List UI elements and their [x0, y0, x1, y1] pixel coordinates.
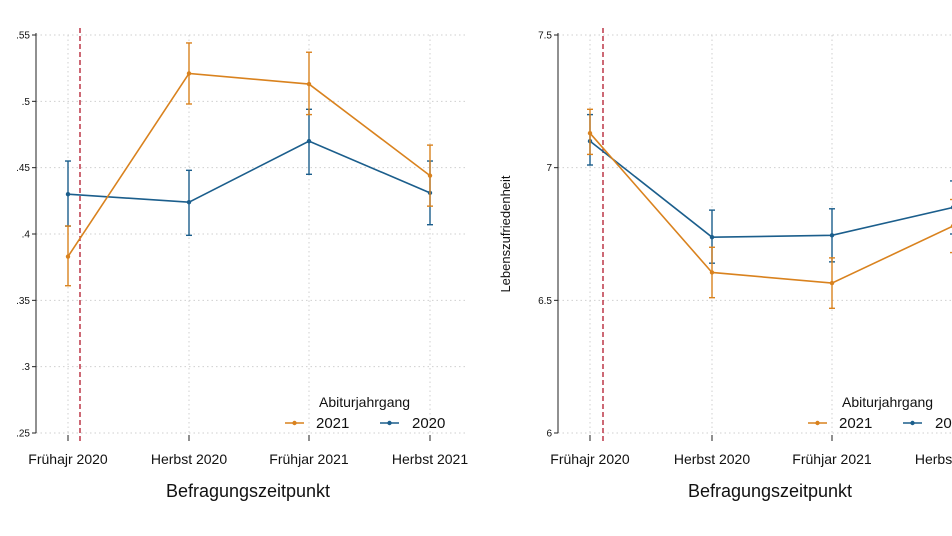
series-2021 — [587, 108, 952, 309]
legend-marker-dot — [292, 420, 297, 426]
y-tick-label: .25 — [16, 429, 30, 440]
y-tick-label: 7 — [546, 163, 552, 174]
data-point — [306, 138, 312, 144]
x-axis-title: Befragungszeitpunkt — [166, 481, 330, 501]
y-tick-label: .35 — [16, 296, 30, 307]
data-point — [186, 199, 192, 205]
series-line-2020 — [67, 140, 431, 203]
y-tick-label: 6 — [546, 429, 552, 440]
x-axis-title: Befragungszeitpunkt — [688, 481, 852, 501]
y-tick-label: .5 — [22, 97, 31, 108]
x-tick-label: Frühajr 2020 — [28, 451, 108, 467]
data-point — [829, 280, 835, 286]
x-tick-label: Frühjar 2021 — [269, 451, 349, 467]
series-2021 — [65, 42, 433, 287]
x-tick-label: Frühajr 2020 — [550, 451, 630, 467]
legend-marker-dot — [815, 420, 820, 426]
legend-marker-dot — [910, 420, 915, 426]
legend-label: 2020 — [935, 415, 952, 432]
legend: Abiturjahrgang 2021 2020 — [808, 394, 952, 432]
y-axis-title: Lebenszufriedenheit — [498, 175, 513, 292]
legend-label: 2020 — [412, 415, 445, 432]
data-point — [709, 270, 715, 275]
data-point — [709, 234, 715, 240]
data-point — [587, 130, 593, 136]
data-point — [306, 81, 312, 87]
chart-panel-1: .25 .3 .35 .4 .45 .5 .55 Frühajr 2020 Herbst 202… — [16, 28, 468, 501]
y-tick-label: .3 — [22, 362, 31, 373]
x-tick-label: Herbst 2021 — [915, 451, 952, 467]
y-tick-label: .4 — [22, 230, 31, 241]
legend-label: 2021 — [839, 415, 872, 432]
x-tick-label: Herbst 2020 — [151, 451, 227, 467]
x-tick-label: Frühjar 2021 — [792, 451, 872, 467]
x-tick-label: Herbst 2021 — [392, 451, 468, 467]
series-2020 — [587, 113, 952, 264]
series-line-2020 — [589, 140, 952, 238]
data-point — [829, 233, 835, 238]
series-2020 — [65, 108, 433, 237]
series-line-2021 — [67, 72, 431, 257]
y-tick-label: .55 — [16, 31, 30, 42]
legend-label: 2021 — [316, 415, 349, 432]
data-point — [65, 192, 71, 197]
data-point — [65, 254, 71, 259]
x-tick-label: Herbst 2020 — [674, 451, 750, 467]
series-line-2021 — [589, 132, 952, 284]
y-tick-label: 7.5 — [538, 31, 552, 42]
y-tick-label: .45 — [16, 163, 30, 174]
legend: Abiturjahrgang 2021 2020 — [285, 394, 445, 432]
chart-panel-2: 6 6.5 7 7.5 Frühajr 2020 Herbst 2020 Frühjar 2… — [498, 28, 952, 501]
legend-title: Abiturjahrgang — [842, 394, 933, 410]
data-point — [427, 173, 433, 178]
legend-title: Abiturjahrgang — [319, 394, 410, 410]
y-tick-label: 6.5 — [538, 296, 552, 307]
legend-marker-dot — [387, 420, 392, 426]
data-point — [186, 71, 192, 76]
